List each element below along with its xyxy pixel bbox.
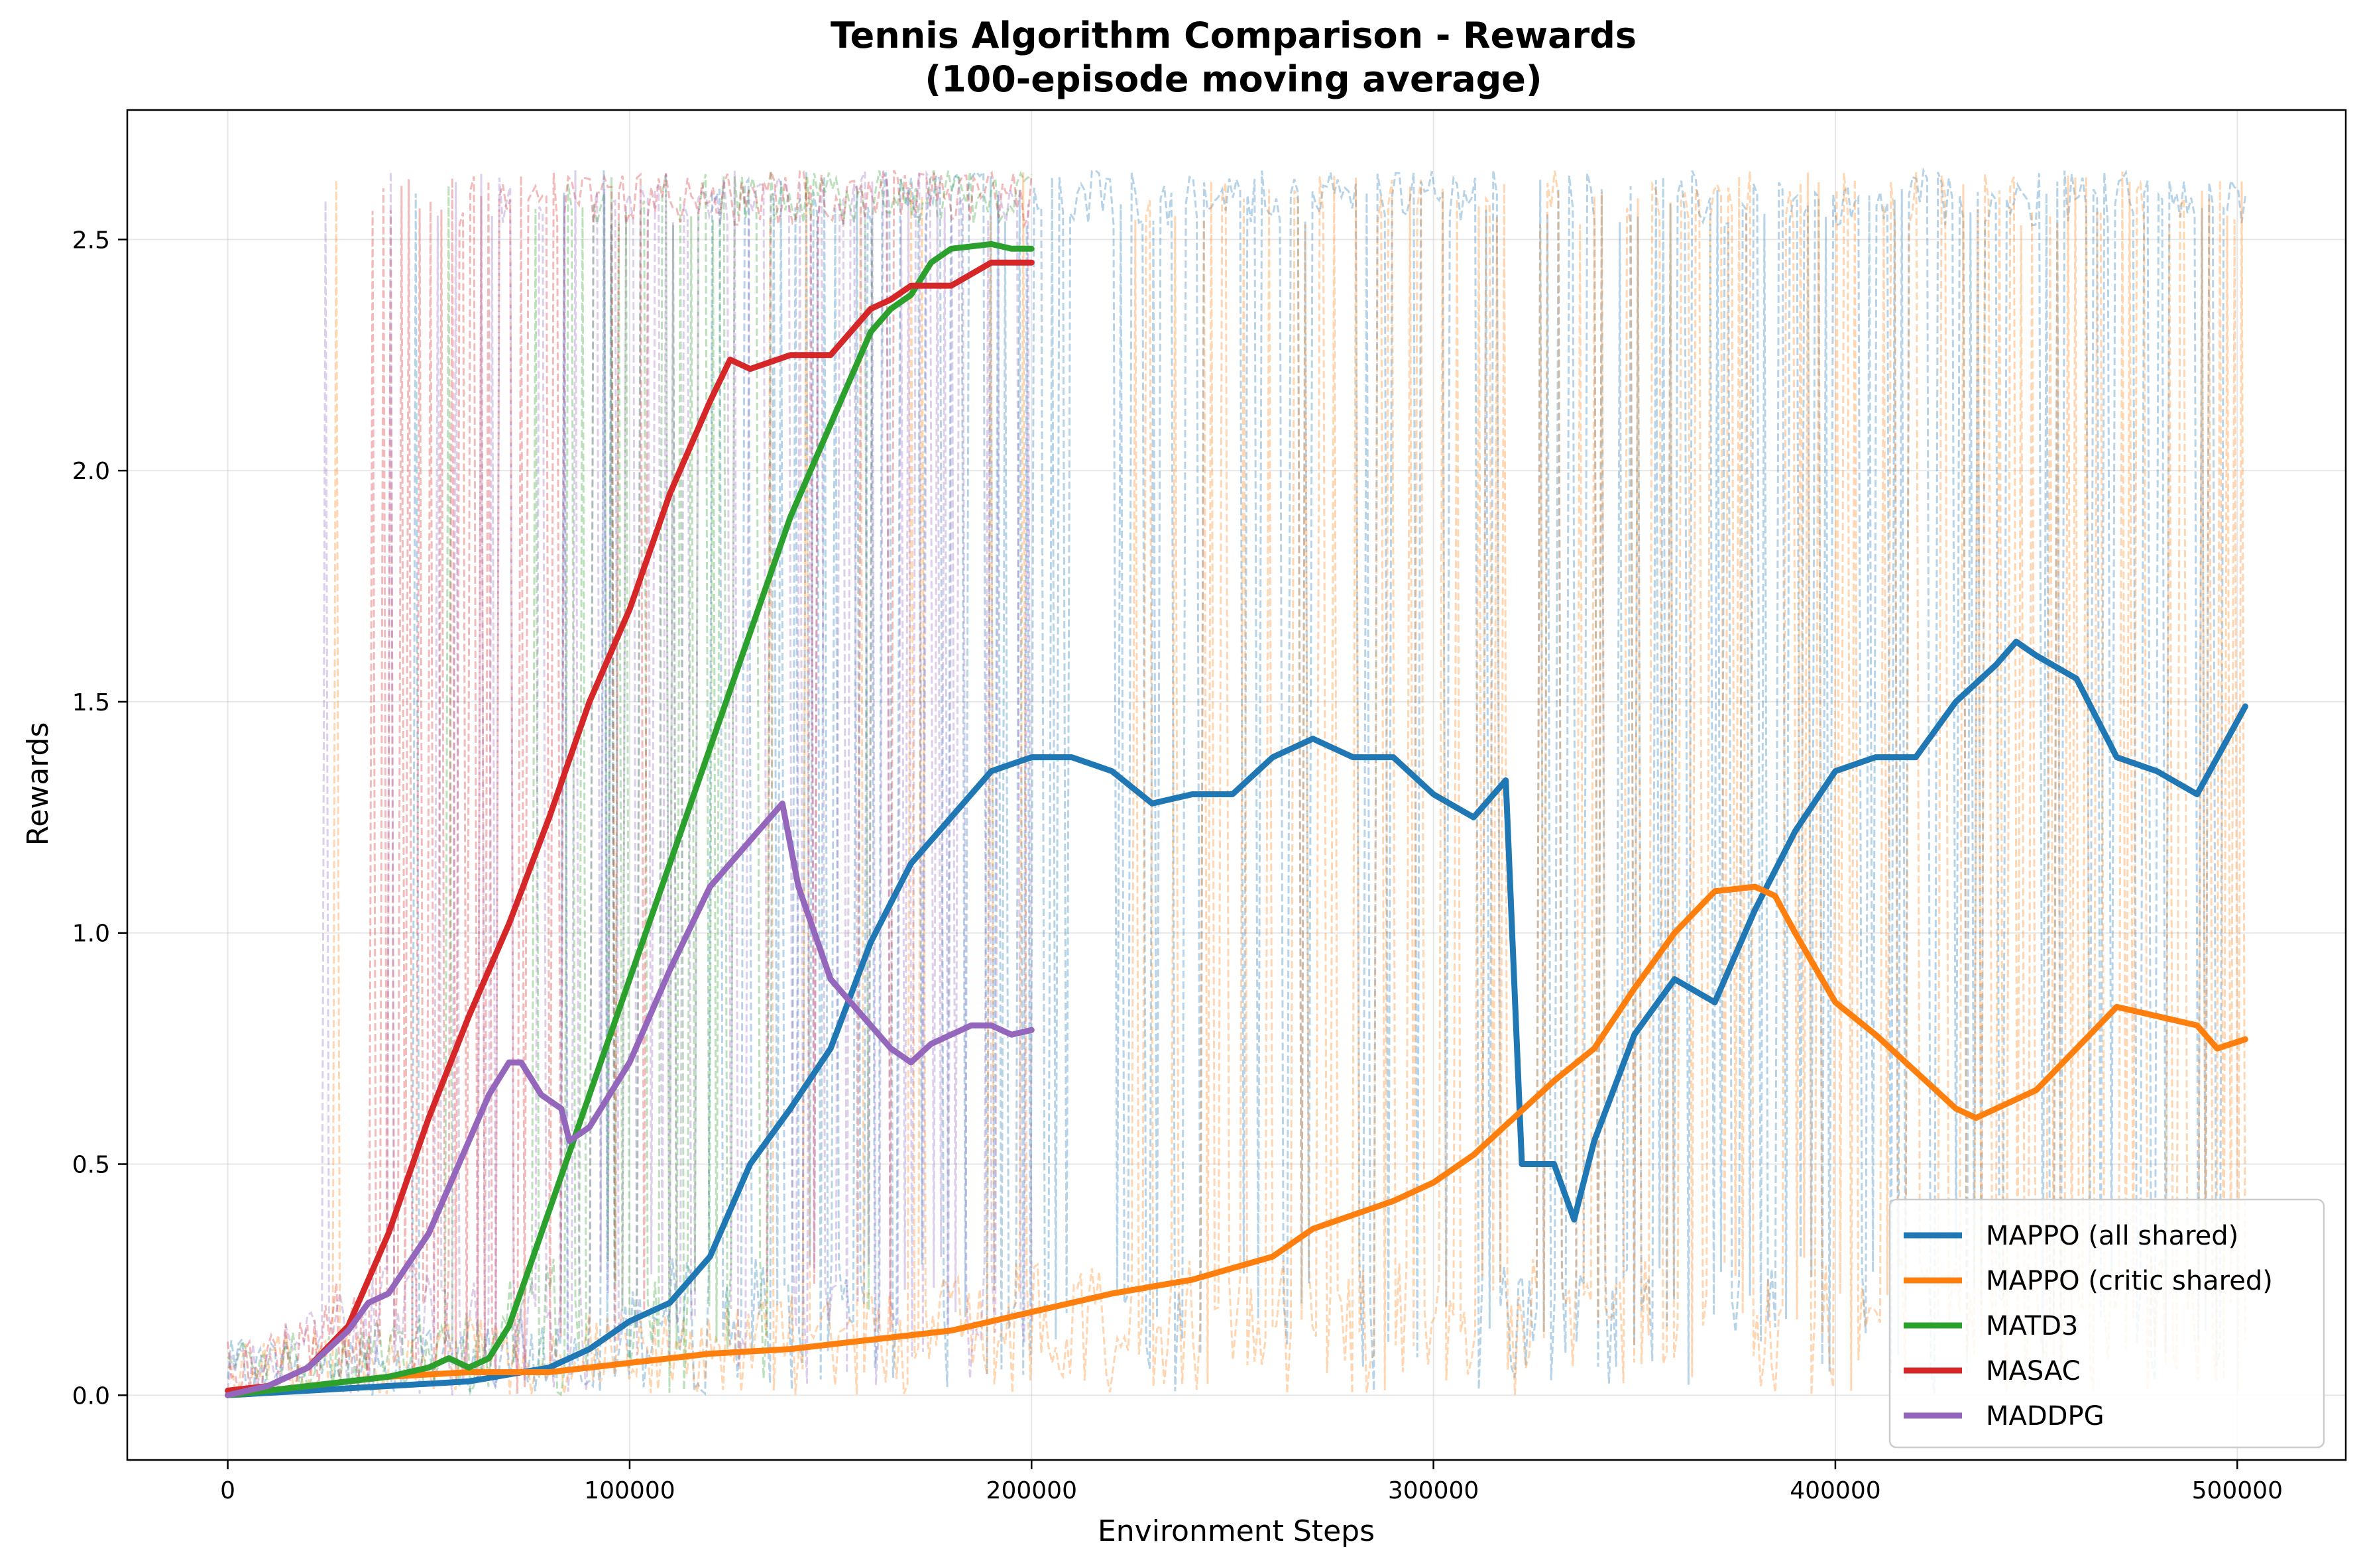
y-axis-label: Rewards xyxy=(21,722,55,846)
moving-average-lines xyxy=(225,241,2248,1398)
y-tick-label: 0.5 xyxy=(72,1152,110,1179)
x-tick-label: 200000 xyxy=(986,1477,1077,1504)
raw-reward-trace xyxy=(227,170,2246,1396)
y-axis-ticks: 0.0 0.5 1.0 1.5 2.0 2.5 xyxy=(72,227,127,1410)
x-tick-label: 300000 xyxy=(1388,1477,1479,1504)
x-tick-label: 400000 xyxy=(1790,1477,1880,1504)
raw-reward-trace xyxy=(227,167,2246,1396)
plot-frame xyxy=(126,109,2347,1461)
legend-box xyxy=(1888,1198,2325,1449)
x-tick-label: 0 xyxy=(220,1477,235,1504)
series-line xyxy=(225,241,1035,1398)
legend-label: MAPPO (all shared) xyxy=(1986,1221,2238,1251)
chart-title: Tennis Algorithm Comparison - Rewards xyxy=(831,15,1637,56)
legend-label: MADDPG xyxy=(1986,1401,2105,1431)
x-axis-ticks: 0 100000 200000 300000 400000 500000 xyxy=(220,1460,2283,1504)
x-tick-label: 500000 xyxy=(2192,1477,2283,1504)
chart-subtitle: (100-episode moving average) xyxy=(925,58,1542,100)
y-tick-label: 1.5 xyxy=(72,689,110,716)
x-axis-label: Environment Steps xyxy=(1098,1514,1375,1548)
y-tick-label: 2.0 xyxy=(72,458,110,485)
series-line xyxy=(225,883,2248,1398)
series-line xyxy=(225,259,1035,1394)
y-tick-label: 0.0 xyxy=(72,1382,110,1410)
legend-label: MATD3 xyxy=(1986,1311,2078,1341)
legend-label: MAPPO (critic shared) xyxy=(1986,1266,2273,1296)
y-tick-label: 2.5 xyxy=(72,227,110,254)
y-tick-label: 1.0 xyxy=(72,921,110,948)
x-tick-label: 100000 xyxy=(584,1477,675,1504)
raw-reward-trace xyxy=(227,168,1033,1396)
legend: MAPPO (all shared) MAPPO (critic shared) M… xyxy=(1888,1198,2325,1449)
series-line xyxy=(225,638,2248,1398)
raw-reward-trace xyxy=(227,170,1033,1396)
series-line xyxy=(225,800,1035,1398)
legend-label: MASAC xyxy=(1986,1356,2081,1386)
